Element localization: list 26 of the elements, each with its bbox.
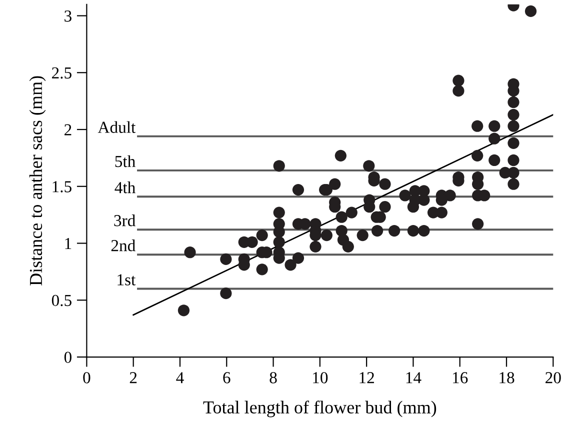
x-tick-label: 10 (313, 372, 328, 384)
ref-line-label: 1st (118, 274, 136, 286)
y-axis-title: Distance to anther sacs (mm) (29, 76, 46, 286)
x-tick-label: 14 (406, 372, 422, 384)
x-tick-label: 16 (452, 372, 468, 384)
ref-line-label: 5th (115, 155, 136, 168)
y-tick-label: 0.5 (52, 294, 72, 306)
y-tick-label: 3 (64, 10, 72, 22)
x-tick-label: 12 (360, 372, 374, 384)
x-axis-title: Total length of flower bud (mm) (203, 400, 436, 418)
x-tick-label: 0 (83, 372, 90, 384)
x-tick-label: 8 (270, 372, 277, 384)
ref-line-label: 3rd (114, 214, 136, 226)
x-tick-label: 6 (223, 372, 230, 384)
ref-line-label: 2nd (111, 240, 136, 252)
ref-line-label: 4th (114, 182, 136, 194)
y-tick-label: 2 (64, 124, 72, 136)
x-tick-label: 2 (130, 372, 137, 384)
y-tick-label: 0 (64, 352, 72, 363)
x-tick-label: 20 (546, 372, 561, 384)
y-tick-label: 1.5 (52, 181, 72, 192)
y-tick-label: 2.5 (52, 67, 72, 79)
x-tick-label: 4 (176, 372, 184, 384)
y-tick-label: 1 (65, 238, 72, 250)
x-tick-label: 18 (500, 372, 514, 384)
ref-line-label: Adult (98, 121, 136, 133)
